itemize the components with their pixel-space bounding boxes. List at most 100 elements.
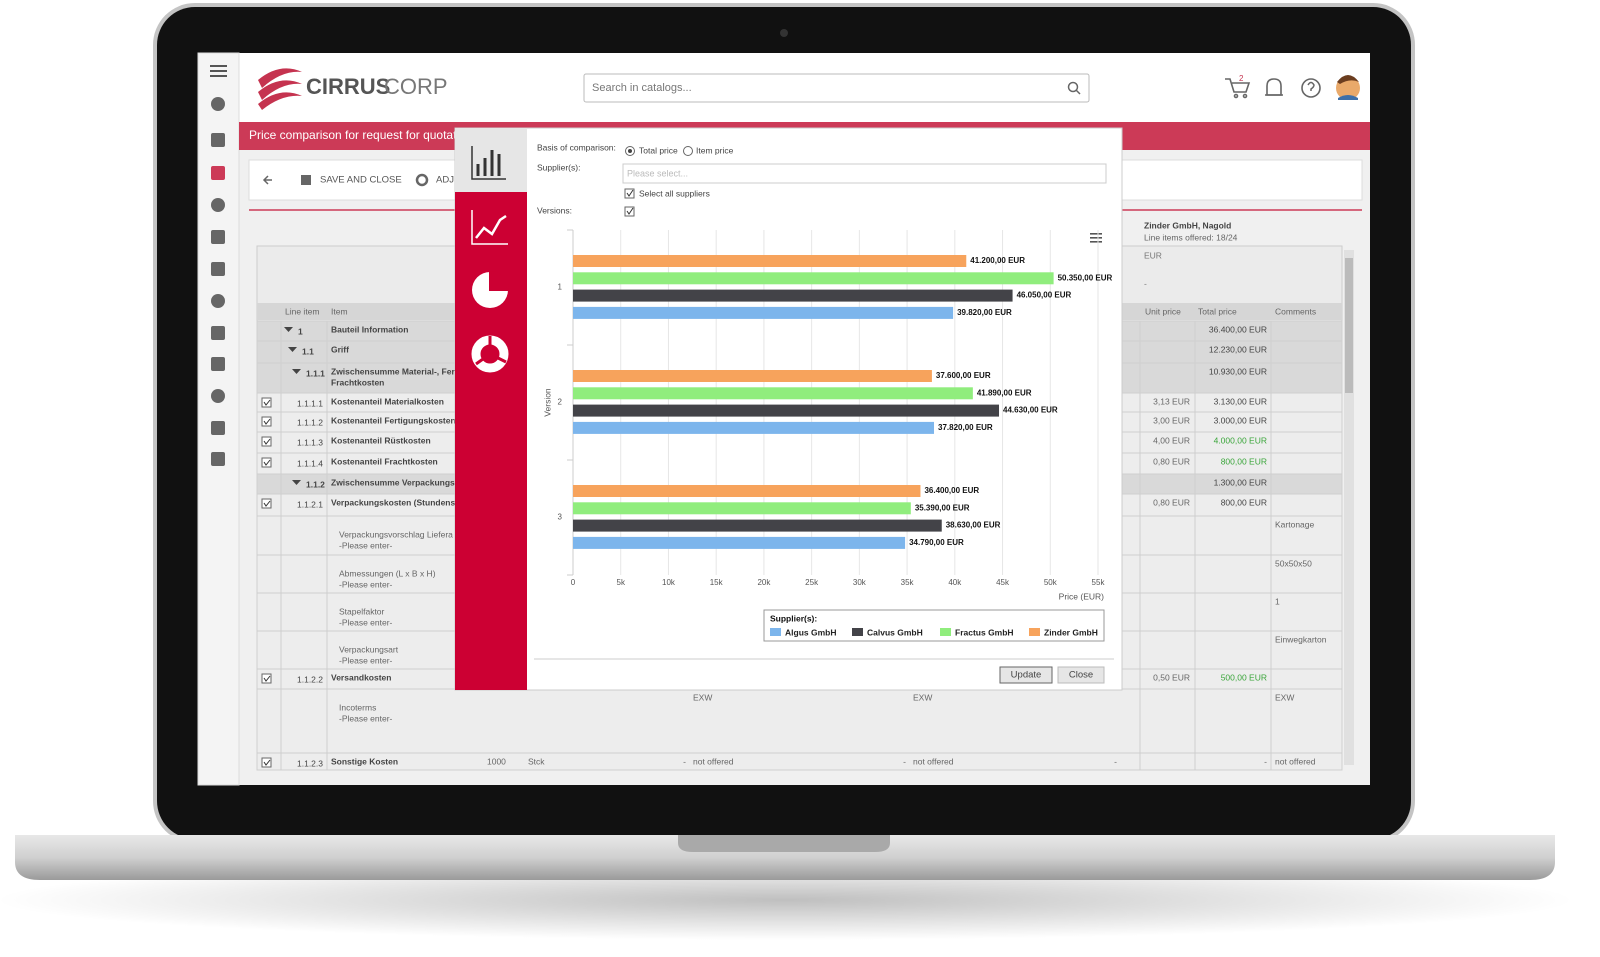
legend-swatch[interactable]	[940, 628, 951, 636]
camera	[780, 29, 788, 37]
x-tick-label: 50k	[1044, 578, 1058, 587]
sidebar-icon[interactable]	[211, 262, 225, 276]
cell: -	[903, 756, 906, 766]
item-text: -Please enter-	[339, 617, 393, 627]
line-chart-tab[interactable]	[471, 210, 508, 245]
row-checkbox[interactable]	[261, 673, 272, 684]
item-text: Kostenanteil Rüstkosten	[331, 435, 431, 445]
sidebar	[197, 52, 240, 786]
suppliers-select[interactable]	[622, 163, 1107, 184]
total-price: 800,00 EUR	[1221, 456, 1267, 466]
comment: Kartonage	[1275, 519, 1314, 529]
x-tick-label: 15k	[710, 578, 724, 587]
versions-checkbox[interactable]	[624, 206, 635, 217]
base-notch	[678, 835, 890, 852]
back-button[interactable]	[262, 175, 272, 185]
row-checkbox[interactable]	[261, 457, 272, 468]
item-text: Abmessungen (L x B x H)	[339, 568, 436, 578]
save-and-close[interactable]: SAVE AND CLOSE	[320, 175, 402, 186]
item-text: Frachtkosten	[331, 377, 384, 387]
legend-swatch[interactable]	[852, 628, 863, 636]
sidebar-icon[interactable]	[211, 326, 225, 340]
legend-label[interactable]: Zinder GmbH	[1044, 627, 1098, 637]
row-checkbox[interactable]	[261, 498, 272, 509]
bar	[573, 421, 935, 434]
sidebar-icon[interactable]	[211, 452, 225, 466]
item-text: Verpackungskosten (Stundensa	[331, 497, 460, 507]
expand-arrow[interactable]	[288, 347, 297, 352]
y-axis-title: Version	[542, 388, 552, 417]
item-text: Zwischensumme Material-, Fert	[331, 366, 458, 376]
search-icon[interactable]	[1067, 81, 1081, 95]
sidebar-icon[interactable]	[211, 294, 225, 308]
check	[263, 459, 271, 466]
expand-arrow[interactable]	[292, 480, 301, 485]
cart-icon[interactable]	[1225, 78, 1251, 99]
row-checkbox[interactable]	[261, 416, 272, 427]
legend-swatch[interactable]	[1029, 628, 1040, 636]
bar	[573, 306, 954, 319]
sidebar-icon[interactable]	[211, 133, 225, 147]
item-text: Griff	[331, 344, 349, 354]
sidebar-icon[interactable]	[211, 198, 225, 212]
legend-label[interactable]: Fractus GmbH	[955, 627, 1014, 637]
sidebar-icon[interactable]	[211, 421, 225, 435]
select-all-checkbox[interactable]	[624, 188, 635, 199]
bar	[573, 485, 921, 497]
adjust-button[interactable]: ADJ	[436, 175, 454, 186]
pie-chart-tab[interactable]	[472, 270, 510, 308]
value-label: 41.890,00 EUR	[977, 388, 1032, 397]
expand-arrow[interactable]	[292, 369, 301, 374]
help-icon[interactable]	[1301, 78, 1321, 98]
x-tick-label: 40k	[948, 578, 962, 587]
value-label: 44.630,00 EUR	[1003, 406, 1058, 415]
bar	[573, 370, 932, 382]
adjust-icon[interactable]	[415, 173, 429, 187]
column-header: Line item	[285, 306, 320, 316]
basis-label: Basis of comparison:	[537, 142, 616, 152]
unit-price: 0,80 EUR	[1153, 456, 1190, 466]
close-button[interactable]	[1057, 666, 1105, 684]
avatar[interactable]	[1336, 75, 1360, 100]
y-tick-label: 2	[558, 398, 563, 407]
sidebar-icon[interactable]	[211, 230, 225, 244]
donut-chart-tab[interactable]	[471, 335, 509, 373]
sidebar-icon[interactable]	[211, 389, 225, 403]
radio-item-label: Item price	[696, 145, 734, 155]
x-tick-label: 10k	[662, 578, 676, 587]
row-checkbox[interactable]	[261, 757, 272, 768]
save-icon[interactable]	[301, 175, 311, 185]
cell: -	[1114, 756, 1117, 766]
column-header: Unit price	[1145, 306, 1181, 316]
update-button[interactable]	[999, 666, 1053, 684]
legend-label[interactable]: Algus GmbH	[785, 627, 836, 637]
unit-price: 3,00 EUR	[1153, 415, 1190, 425]
chart-menu[interactable]	[1090, 233, 1102, 243]
comment: EXW	[1275, 692, 1294, 702]
row-checkbox[interactable]	[261, 397, 272, 408]
bell-icon[interactable]	[1265, 78, 1283, 96]
cell: EXW	[913, 692, 932, 702]
legend-swatch[interactable]	[770, 628, 781, 636]
unit-price: 0,50 EUR	[1153, 672, 1190, 682]
expand-arrow[interactable]	[284, 327, 293, 332]
scrollbar	[1344, 250, 1354, 765]
search-box[interactable]	[583, 73, 1090, 103]
cell: 1000	[487, 756, 506, 766]
bar	[573, 289, 1013, 302]
item-text: -Please enter-	[339, 713, 393, 723]
row-checkbox[interactable]	[261, 436, 272, 447]
comment: 1	[1275, 596, 1280, 606]
radio-item[interactable]	[683, 146, 693, 156]
total-price: 800,00 EUR	[1221, 497, 1267, 507]
scroll-thumb[interactable]	[1345, 258, 1353, 393]
y-tick-label: 1	[558, 283, 563, 292]
menu-icon[interactable]	[210, 65, 227, 77]
sidebar-icon[interactable]	[211, 166, 225, 180]
item-text: Kostenanteil Materialkosten	[331, 396, 444, 406]
legend-label[interactable]: Calvus GmbH	[867, 627, 923, 637]
sidebar-icon[interactable]	[211, 97, 225, 111]
cell: -	[1264, 756, 1267, 766]
sidebar-icon[interactable]	[211, 357, 225, 371]
